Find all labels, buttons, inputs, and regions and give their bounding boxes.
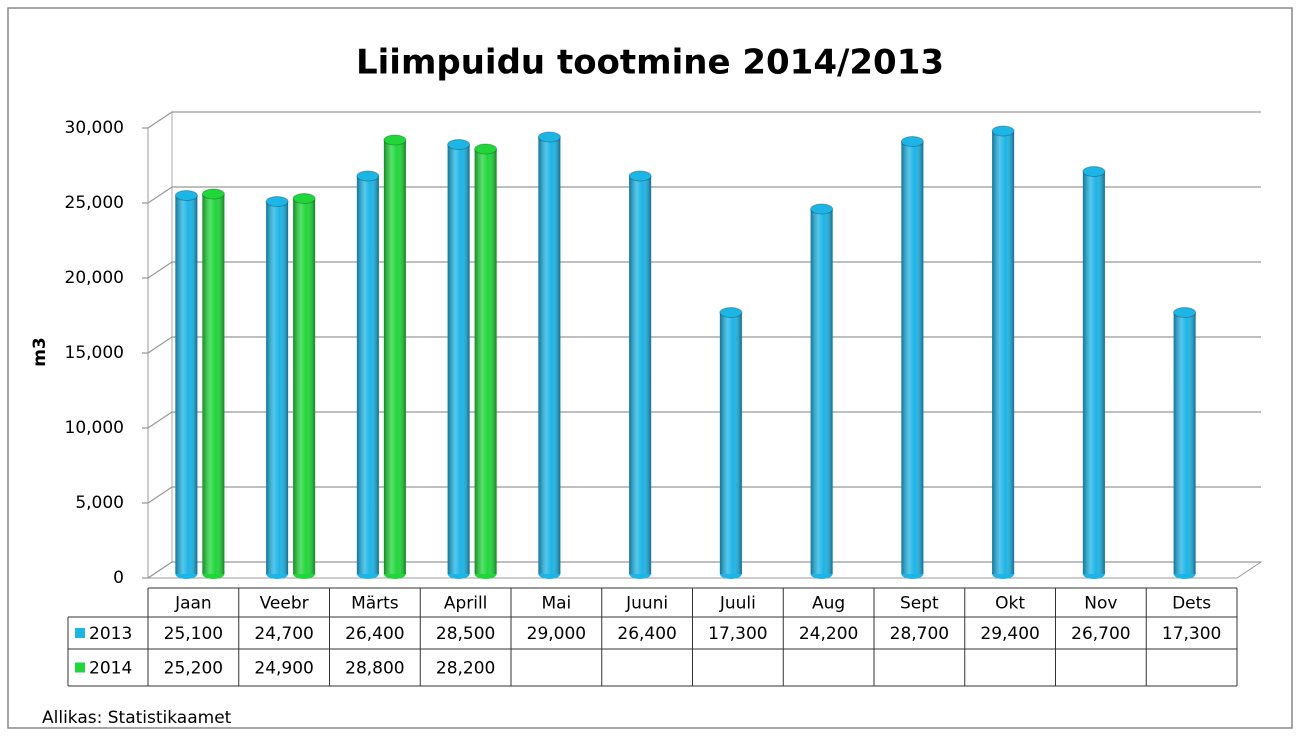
data-label: 17,300 bbox=[1162, 624, 1221, 644]
y-axis-label: m3 bbox=[30, 337, 50, 367]
bar-top bbox=[719, 307, 743, 318]
legend-swatch bbox=[75, 662, 85, 673]
bar-top bbox=[1173, 307, 1197, 318]
bar-top bbox=[537, 131, 561, 143]
bar-shade bbox=[293, 198, 316, 574]
bar-shade bbox=[538, 137, 561, 574]
data-label: 29,000 bbox=[527, 624, 586, 644]
bar-shade bbox=[810, 209, 833, 574]
data-label: 26,700 bbox=[1071, 624, 1130, 644]
bar-shade bbox=[992, 131, 1015, 574]
y-tick-label: 5,000 bbox=[75, 493, 124, 513]
x-tick-label: Dets bbox=[1172, 594, 1211, 614]
x-tick-label: Mai bbox=[541, 594, 571, 614]
x-tick-label: Juuli bbox=[719, 594, 756, 614]
bar-shade bbox=[1173, 312, 1196, 574]
bar-top bbox=[265, 196, 289, 207]
y-tick-label: 10,000 bbox=[65, 418, 124, 438]
data-label: 28,500 bbox=[436, 624, 495, 644]
data-label: 28,700 bbox=[890, 624, 949, 644]
x-tick-label: Nov bbox=[1084, 594, 1117, 614]
x-tick-label: Okt bbox=[995, 594, 1025, 614]
bar-top bbox=[383, 134, 407, 146]
grid-line bbox=[142, 561, 1261, 579]
x-tick-label: Aprill bbox=[444, 594, 488, 614]
y-tick-label: 15,000 bbox=[65, 343, 124, 363]
source-note: Allikas: Statistikaamet bbox=[42, 708, 232, 728]
bar-shade bbox=[356, 176, 379, 574]
data-label: 25,100 bbox=[164, 624, 223, 644]
grid-line bbox=[142, 336, 1261, 354]
chart-title: Liimpuidu tootmine 2014/2013 bbox=[356, 43, 944, 83]
data-label: 24,900 bbox=[254, 659, 313, 679]
grid-line bbox=[142, 261, 1261, 279]
legend-label: 2014 bbox=[89, 659, 132, 679]
data-label: 25,200 bbox=[164, 659, 223, 679]
bar-top bbox=[628, 170, 652, 182]
bar-top bbox=[810, 203, 834, 215]
y-tick-label: 20,000 bbox=[65, 268, 124, 288]
x-tick-label: Veebr bbox=[260, 594, 309, 614]
bar-top bbox=[474, 143, 498, 155]
bar-shade bbox=[629, 176, 652, 574]
bar-top bbox=[356, 170, 380, 182]
bar-shade bbox=[901, 141, 924, 574]
x-tick-label: Aug bbox=[812, 594, 845, 614]
y-tick-label: 0 bbox=[113, 568, 124, 588]
bar-top bbox=[292, 193, 316, 204]
grid-line bbox=[142, 186, 1261, 204]
bar-top bbox=[991, 125, 1015, 137]
bar-shade bbox=[474, 149, 497, 574]
bar-shade bbox=[175, 195, 198, 574]
bar-shade bbox=[447, 144, 470, 574]
data-label: 28,200 bbox=[436, 659, 495, 679]
data-label: 24,200 bbox=[799, 624, 858, 644]
bar-shade bbox=[383, 140, 406, 574]
legend-label: 2013 bbox=[89, 624, 132, 644]
grid-line bbox=[142, 411, 1261, 429]
bar-top bbox=[1082, 166, 1106, 177]
data-label: 17,300 bbox=[708, 624, 767, 644]
bar-top bbox=[174, 190, 198, 201]
x-tick-label: Jaan bbox=[174, 594, 212, 614]
bar-top bbox=[900, 136, 924, 147]
grid-line bbox=[142, 111, 1261, 129]
y-tick-label: 25,000 bbox=[65, 193, 124, 213]
bar-shade bbox=[266, 201, 289, 574]
bar-shade bbox=[202, 194, 225, 574]
legend-swatch bbox=[75, 628, 85, 638]
x-tick-label: Sept bbox=[900, 594, 939, 614]
data-label: 29,400 bbox=[980, 624, 1039, 644]
data-label: 26,400 bbox=[617, 624, 676, 644]
bar-shade bbox=[719, 312, 742, 574]
data-label: 28,800 bbox=[345, 659, 404, 679]
bar-top bbox=[447, 139, 471, 150]
grid-line bbox=[142, 486, 1261, 504]
x-tick-label: Juuni bbox=[625, 594, 668, 614]
bar-top bbox=[201, 188, 225, 200]
data-label: 26,400 bbox=[345, 624, 404, 644]
y-tick-label: 30,000 bbox=[65, 118, 124, 138]
data-label: 24,700 bbox=[254, 624, 313, 644]
x-tick-label: Märts bbox=[351, 594, 399, 614]
bar-shade bbox=[1082, 171, 1105, 574]
